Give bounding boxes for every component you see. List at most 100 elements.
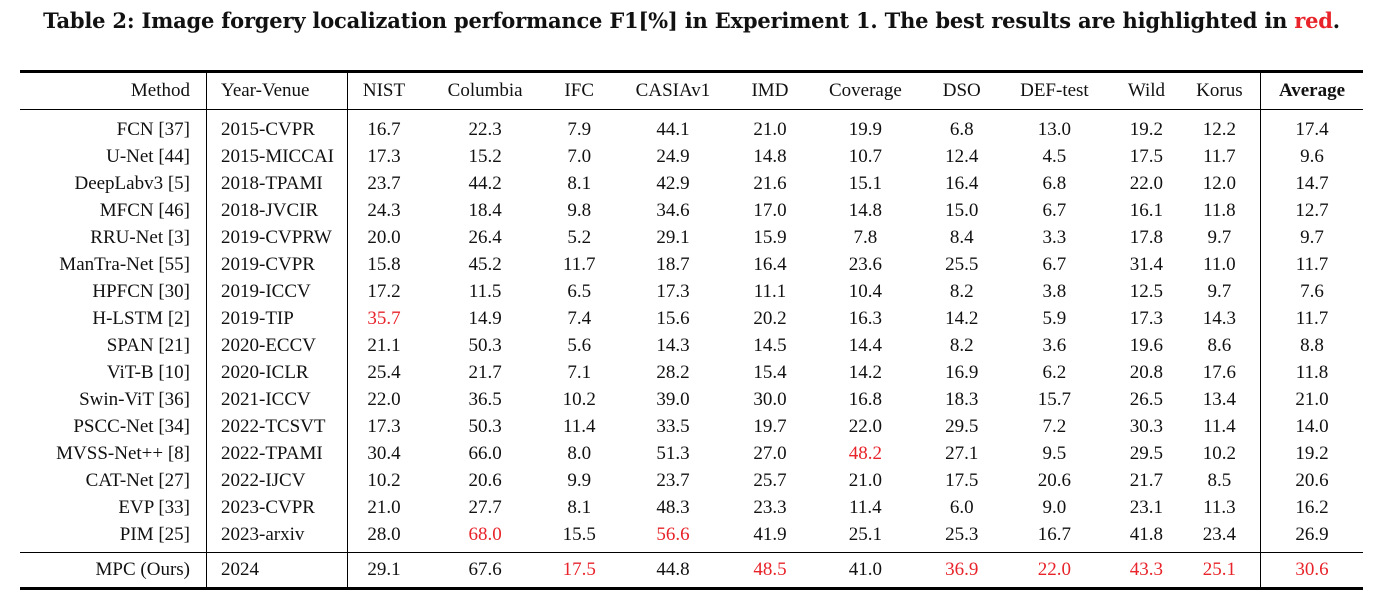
score-cell: 12.5 xyxy=(1114,278,1179,305)
score-cell: 11.0 xyxy=(1179,251,1261,278)
table-row: EVP [33] 2023-CVPR 21.0 27.7 8.1 48.3 23.3 11.4… xyxy=(20,494,1363,521)
score-cell: 18.3 xyxy=(929,386,995,413)
score-cell: 11.1 xyxy=(738,278,802,305)
method-cell: CAT-Net [27] xyxy=(20,467,207,494)
score-cell: 13.0 xyxy=(995,110,1114,144)
score-cell: 23.1 xyxy=(1114,494,1179,521)
score-cell: 15.0 xyxy=(929,197,995,224)
score-cell: 10.2 xyxy=(550,386,608,413)
score-cell: 27.1 xyxy=(929,440,995,467)
score-cell: 11.4 xyxy=(550,413,608,440)
score-cell: 14.9 xyxy=(420,305,550,332)
score-cell: 9.0 xyxy=(995,494,1114,521)
score-cell: 11.3 xyxy=(1179,494,1261,521)
score-cell: 17.3 xyxy=(1114,305,1179,332)
year-venue-cell: 2024 xyxy=(207,553,348,589)
caption-text: Table 2: Image forgery localization perf… xyxy=(43,8,1294,33)
score-cell: 20.2 xyxy=(738,305,802,332)
caption-period: . xyxy=(1333,8,1340,33)
score-cell: 27.0 xyxy=(738,440,802,467)
score-cell: 22.0 xyxy=(1114,170,1179,197)
score-cell: 7.0 xyxy=(550,143,608,170)
score-cell: 48.5 xyxy=(738,553,802,589)
score-cell: 19.6 xyxy=(1114,332,1179,359)
score-cell: 14.3 xyxy=(608,332,738,359)
average-cell: 30.6 xyxy=(1261,553,1364,589)
score-cell: 12.2 xyxy=(1179,110,1261,144)
score-cell: 15.7 xyxy=(995,386,1114,413)
score-cell: 7.8 xyxy=(802,224,929,251)
table-row: PSCC-Net [34] 2022-TCSVT 17.3 50.3 11.4 33.5 1… xyxy=(20,413,1363,440)
score-cell: 17.8 xyxy=(1114,224,1179,251)
score-cell: 21.6 xyxy=(738,170,802,197)
score-cell: 36.5 xyxy=(420,386,550,413)
score-cell: 7.1 xyxy=(550,359,608,386)
score-cell: 8.2 xyxy=(929,332,995,359)
year-venue-cell: 2022-TPAMI xyxy=(207,440,348,467)
method-cell: PSCC-Net [34] xyxy=(20,413,207,440)
score-cell: 25.1 xyxy=(1179,553,1261,589)
score-cell: 50.3 xyxy=(420,413,550,440)
method-cell: H-LSTM [2] xyxy=(20,305,207,332)
score-cell: 24.9 xyxy=(608,143,738,170)
score-cell: 25.4 xyxy=(348,359,421,386)
average-cell: 20.6 xyxy=(1261,467,1364,494)
score-cell: 27.7 xyxy=(420,494,550,521)
score-cell: 23.6 xyxy=(802,251,929,278)
header-coverage: Coverage xyxy=(802,72,929,110)
table-row: MVSS-Net++ [8] 2022-TPAMI 30.4 66.0 8.0 51.3 2… xyxy=(20,440,1363,467)
method-cell: DeepLabv3 [5] xyxy=(20,170,207,197)
year-venue-cell: 2019-CVPRW xyxy=(207,224,348,251)
score-cell: 3.6 xyxy=(995,332,1114,359)
score-cell: 11.8 xyxy=(1179,197,1261,224)
score-cell: 45.2 xyxy=(420,251,550,278)
year-venue-cell: 2023-CVPR xyxy=(207,494,348,521)
score-cell: 5.9 xyxy=(995,305,1114,332)
score-cell: 21.0 xyxy=(348,494,421,521)
score-cell: 16.8 xyxy=(802,386,929,413)
table-row: SPAN [21] 2020-ECCV 21.1 50.3 5.6 14.3 14.5 14.… xyxy=(20,332,1363,359)
header-def-test: DEF-test xyxy=(995,72,1114,110)
score-cell: 66.0 xyxy=(420,440,550,467)
score-cell: 17.5 xyxy=(550,553,608,589)
score-cell: 15.1 xyxy=(802,170,929,197)
score-cell: 7.4 xyxy=(550,305,608,332)
score-cell: 23.3 xyxy=(738,494,802,521)
score-cell: 8.6 xyxy=(1179,332,1261,359)
score-cell: 30.0 xyxy=(738,386,802,413)
year-venue-cell: 2015-MICCAI xyxy=(207,143,348,170)
score-cell: 21.0 xyxy=(738,110,802,144)
score-cell: 29.5 xyxy=(929,413,995,440)
score-cell: 21.7 xyxy=(1114,467,1179,494)
score-cell: 8.0 xyxy=(550,440,608,467)
score-cell: 29.5 xyxy=(1114,440,1179,467)
score-cell: 22.3 xyxy=(420,110,550,144)
table-row: ViT-B [10] 2020-ICLR 25.4 21.7 7.1 28.2 15.4 14… xyxy=(20,359,1363,386)
table-row: HPFCN [30] 2019-ICCV 17.2 11.5 6.5 17.3 11.1 10… xyxy=(20,278,1363,305)
score-cell: 10.4 xyxy=(802,278,929,305)
table-ours-section: MPC (Ours) 2024 29.1 67.6 17.5 44.8 48.5 41.0 36… xyxy=(20,553,1363,589)
table-body: FCN [37] 2015-CVPR 16.7 22.3 7.9 44.1 21.0 19.9… xyxy=(20,110,1363,553)
score-cell: 5.6 xyxy=(550,332,608,359)
average-cell: 11.8 xyxy=(1261,359,1364,386)
score-cell: 4.5 xyxy=(995,143,1114,170)
score-cell: 14.8 xyxy=(802,197,929,224)
score-cell: 9.7 xyxy=(1179,224,1261,251)
average-cell: 9.7 xyxy=(1261,224,1364,251)
average-cell: 9.6 xyxy=(1261,143,1364,170)
score-cell: 14.5 xyxy=(738,332,802,359)
score-cell: 8.4 xyxy=(929,224,995,251)
year-venue-cell: 2021-ICCV xyxy=(207,386,348,413)
score-cell: 3.3 xyxy=(995,224,1114,251)
score-cell: 31.4 xyxy=(1114,251,1179,278)
score-cell: 11.7 xyxy=(1179,143,1261,170)
results-table: Method Year-Venue NIST Columbia IFC CASI… xyxy=(20,70,1363,590)
score-cell: 19.2 xyxy=(1114,110,1179,144)
table-row: RRU-Net [3] 2019-CVPRW 20.0 26.4 5.2 29.1 15.9… xyxy=(20,224,1363,251)
year-venue-cell: 2015-CVPR xyxy=(207,110,348,144)
score-cell: 14.2 xyxy=(802,359,929,386)
score-cell: 17.5 xyxy=(1114,143,1179,170)
score-cell: 11.4 xyxy=(802,494,929,521)
score-cell: 42.9 xyxy=(608,170,738,197)
score-cell: 28.0 xyxy=(348,521,421,553)
